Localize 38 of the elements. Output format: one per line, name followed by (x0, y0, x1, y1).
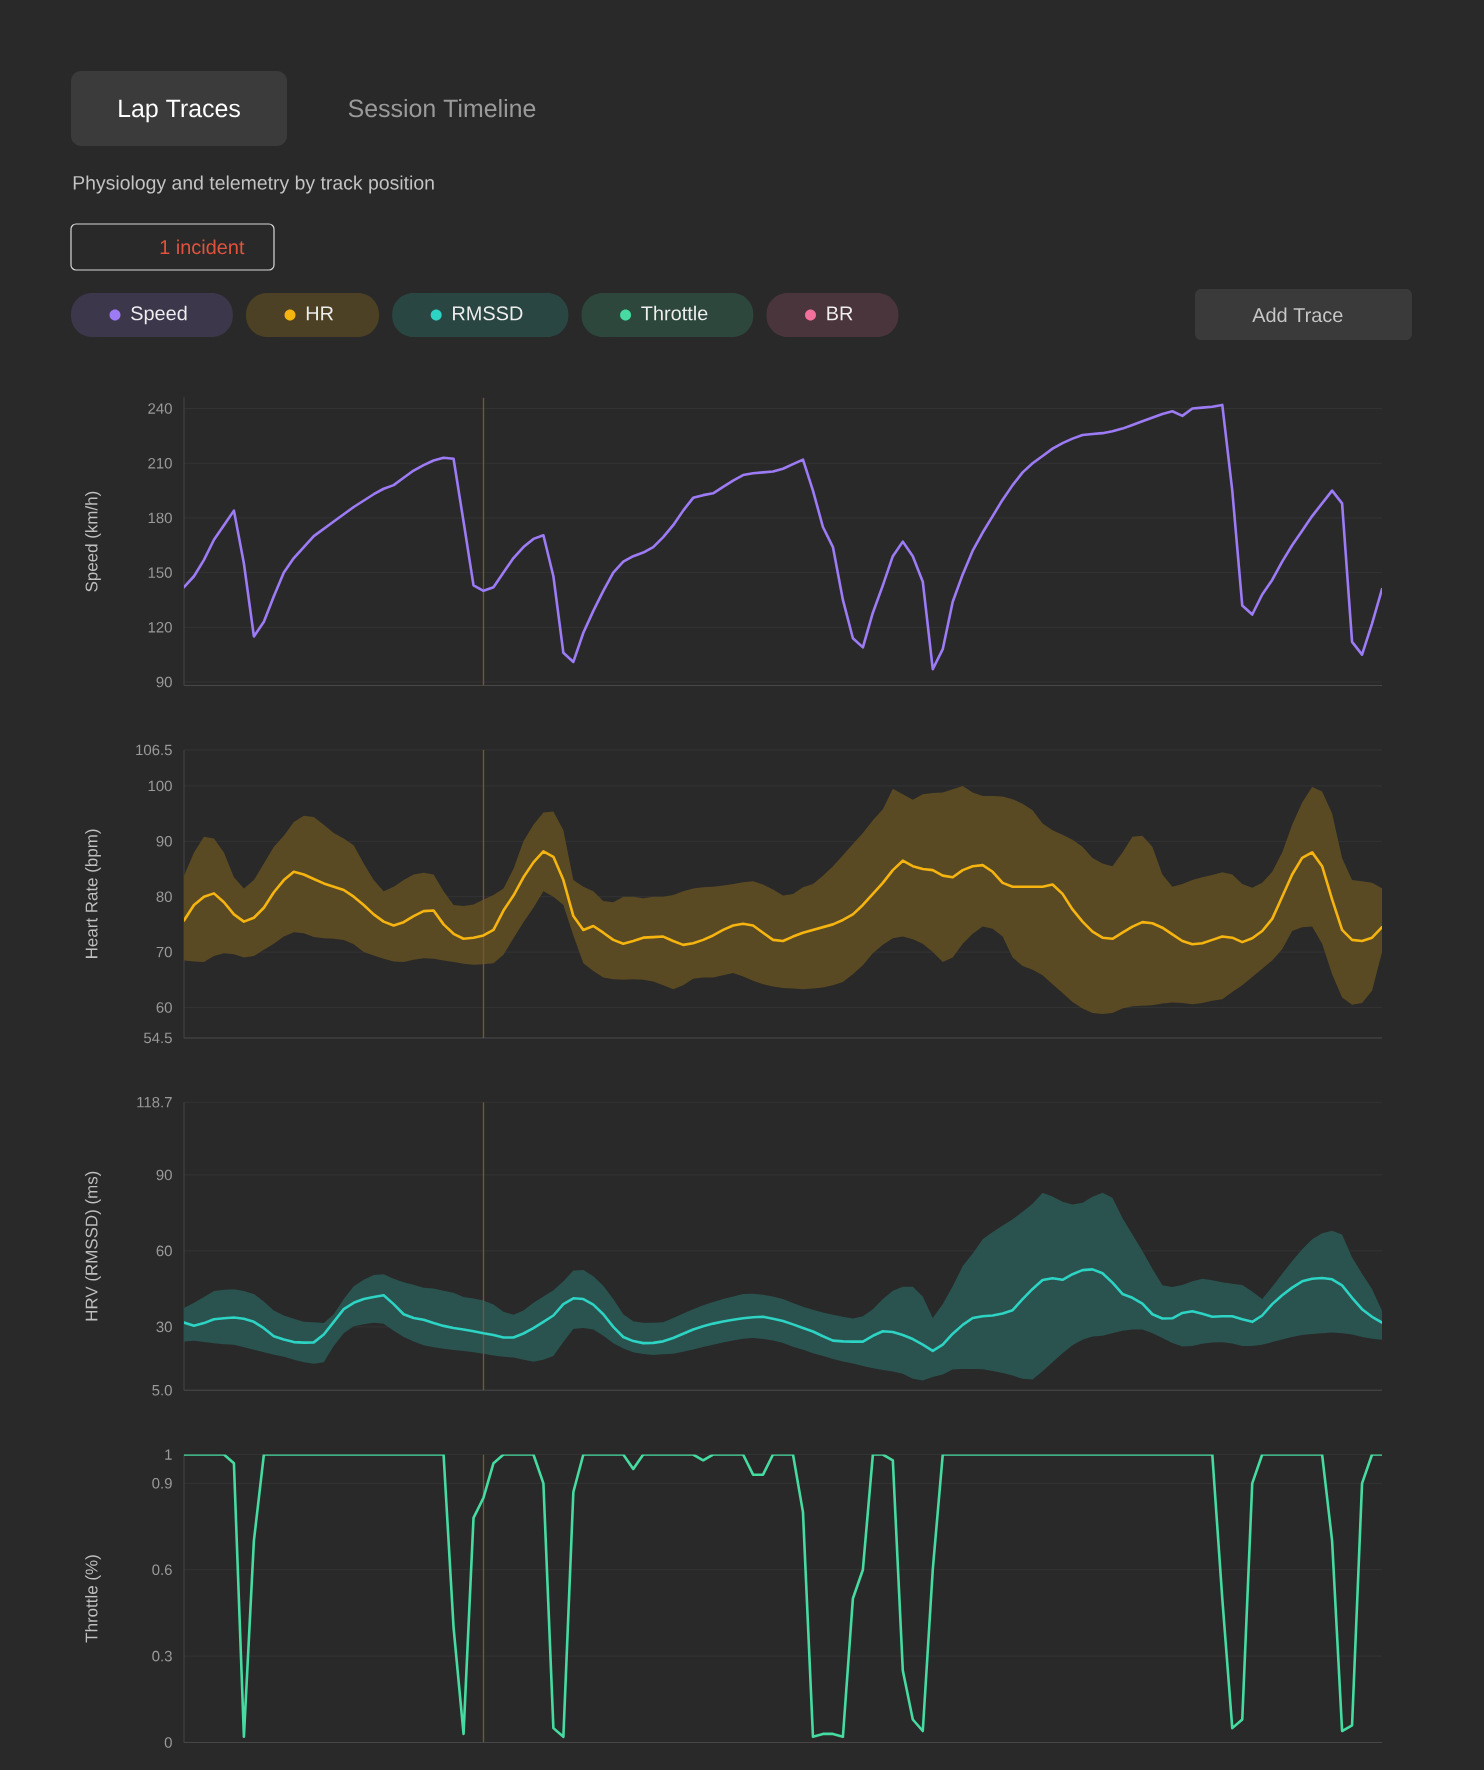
y-tick-label: 90 (156, 676, 172, 688)
y-tick-label: 100 (148, 780, 172, 792)
y-tick-label: 118.7 (137, 1096, 172, 1108)
y-tick-label: 70 (156, 946, 172, 958)
y-tick-label: 60 (156, 1002, 172, 1013)
y-tick-label: 0.3 (152, 1650, 172, 1662)
y-axis-title: Heart Rate (bpm) (85, 829, 101, 958)
text: Add Trace (1252, 307, 1343, 323)
y-tick-label: 106.5 (136, 744, 172, 756)
y-tick-label: 120 (148, 622, 172, 633)
text: Session Timeline (348, 98, 536, 118)
text: Lap Traces (119, 99, 240, 123)
y-tick-label: 0.9 (152, 1478, 172, 1489)
y-tick-label: 60 (156, 1245, 172, 1257)
y-tick-label: 0 (164, 1737, 172, 1748)
y-tick-label: 240 (148, 403, 172, 414)
category-label: Throttle (641, 305, 708, 321)
text: 1 incident (160, 239, 245, 255)
category-label: BR (827, 306, 853, 321)
y-tick-label: 90 (156, 1169, 172, 1181)
y-tick-label: 0.6 (152, 1564, 172, 1576)
line-series (184, 1268, 1383, 1353)
y-tick-label: 80 (156, 891, 172, 902)
category-label: HR (306, 306, 334, 321)
y-tick-label: 1 (165, 1449, 172, 1460)
y-axis-title: Throttle (%) (85, 1555, 101, 1643)
y-tick-label: 30 (156, 1321, 172, 1333)
y-tick-label: 54.5 (143, 1032, 172, 1044)
y-axis-title: Speed (km/h) (85, 491, 101, 592)
category-label: Speed (131, 305, 187, 325)
y-tick-label: 180 (148, 512, 172, 524)
category-label: RMSSD (453, 306, 523, 321)
y-tick-label: 210 (148, 457, 172, 469)
text: Physiology and telemetry by track position (73, 175, 434, 194)
y-tick-label: 90 (156, 836, 172, 847)
y-tick-label: 5.0 (152, 1384, 172, 1396)
y-tick-label: 150 (148, 567, 172, 578)
y-axis-title: HRV (RMSSD) (ms) (85, 1171, 101, 1321)
